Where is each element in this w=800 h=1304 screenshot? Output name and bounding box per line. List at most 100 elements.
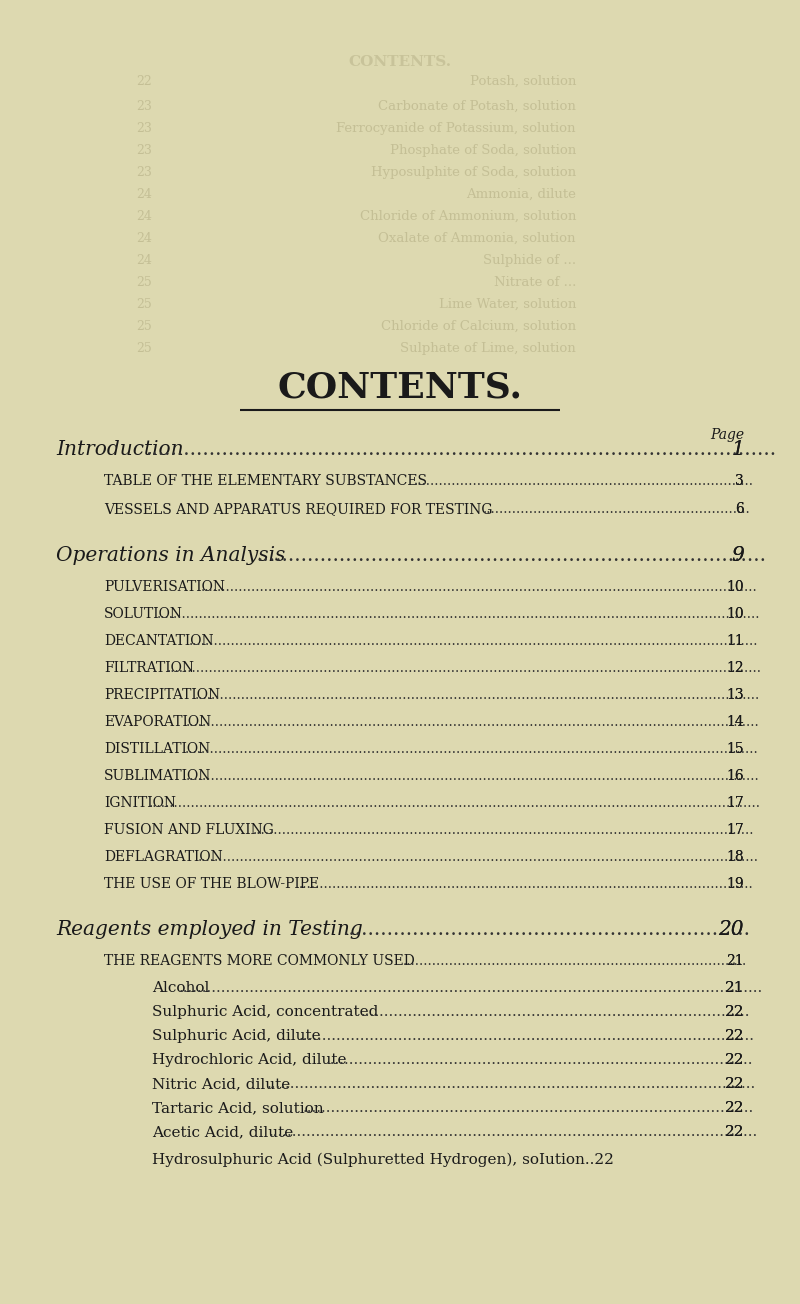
Text: 11: 11 (726, 634, 744, 648)
Text: 22: 22 (725, 1054, 744, 1067)
Text: 9: 9 (731, 546, 744, 565)
Text: 22: 22 (725, 1125, 744, 1138)
Text: 23: 23 (136, 100, 152, 113)
Text: Nitrate of ...: Nitrate of ... (494, 276, 576, 289)
Text: Alcohol: Alcohol (152, 981, 210, 995)
Text: 16: 16 (726, 769, 744, 782)
Text: 24: 24 (136, 210, 152, 223)
Text: 12: 12 (726, 661, 744, 675)
Text: Hydrochloric Acid, dilute: Hydrochloric Acid, dilute (152, 1054, 346, 1067)
Text: ................................................................................: ........................................… (179, 981, 763, 995)
Text: 13: 13 (726, 689, 744, 702)
Text: 22: 22 (725, 1101, 744, 1115)
Text: 22: 22 (725, 1029, 744, 1043)
Text: 22: 22 (725, 1005, 744, 1018)
Text: PULVERISATION: PULVERISATION (104, 580, 225, 595)
Text: 22: 22 (725, 1054, 744, 1067)
Text: TABLE OF THE ELEMENTARY SUBSTANCES: TABLE OF THE ELEMENTARY SUBSTANCES (104, 473, 427, 488)
Text: 19: 19 (726, 878, 744, 891)
Text: 15: 15 (726, 742, 744, 756)
Text: 25: 25 (136, 342, 152, 355)
Text: 24: 24 (136, 254, 152, 267)
Text: ................................................................................: ........................................… (166, 661, 762, 675)
Text: Page: Page (710, 428, 744, 442)
Text: CONTENTS.: CONTENTS. (349, 55, 451, 69)
Text: 17: 17 (726, 823, 744, 837)
Text: Phosphate of Soda, solution: Phosphate of Soda, solution (390, 143, 576, 156)
Text: 12: 12 (726, 661, 744, 675)
Text: IGNITION: IGNITION (104, 795, 176, 810)
Text: 3: 3 (735, 473, 744, 488)
Text: ................................................................................: ........................................… (145, 439, 776, 459)
Text: 25: 25 (136, 319, 152, 333)
Text: 23: 23 (136, 166, 152, 179)
Text: THE USE OF THE BLOW-PIPE: THE USE OF THE BLOW-PIPE (104, 878, 319, 891)
Text: FILTRATION: FILTRATION (104, 661, 194, 675)
Text: ...............................................................: ........................................… (482, 502, 750, 516)
Text: 10: 10 (726, 606, 744, 621)
Text: 20: 20 (718, 921, 744, 939)
Text: 22: 22 (725, 1077, 744, 1091)
Text: 18: 18 (726, 850, 744, 865)
Text: ................................................................................: ........................................… (299, 878, 754, 891)
Text: 22: 22 (725, 1005, 744, 1018)
Text: Chloride of Ammonium, solution: Chloride of Ammonium, solution (360, 210, 576, 223)
Text: Acetic Acid, dilute: Acetic Acid, dilute (152, 1125, 294, 1138)
Text: 1: 1 (731, 439, 744, 459)
Text: 23: 23 (136, 123, 152, 136)
Text: ................................................................................: ........................................… (414, 473, 754, 488)
Text: Hydrosulphuric Acid (Sulphuretted Hydrogen), soIution..22: Hydrosulphuric Acid (Sulphuretted Hydrog… (152, 1153, 614, 1167)
Text: 23: 23 (136, 143, 152, 156)
Text: Reagents employed in Testing: Reagents employed in Testing (56, 921, 362, 939)
Text: Sulphuric Acid, dilute: Sulphuric Acid, dilute (152, 1029, 321, 1043)
Text: 19: 19 (726, 878, 744, 891)
Text: 3: 3 (735, 473, 744, 488)
Text: EVAPORATION: EVAPORATION (104, 715, 211, 729)
Text: 13: 13 (726, 689, 744, 702)
Text: 15: 15 (726, 742, 744, 756)
Text: Ferrocyanide of Potassium, solution: Ferrocyanide of Potassium, solution (337, 123, 576, 136)
Text: 6: 6 (735, 502, 744, 516)
Text: ................................................................................: ........................................… (186, 742, 759, 756)
Text: ................................................................................: ........................................… (298, 1029, 754, 1043)
Text: 1: 1 (731, 439, 744, 459)
Text: SOLUTION: SOLUTION (104, 606, 183, 621)
Text: 21: 21 (726, 955, 744, 968)
Text: 17: 17 (726, 795, 744, 810)
Text: ................................................................................: ........................................… (253, 823, 754, 837)
Text: 22: 22 (725, 1029, 744, 1043)
Text: 18: 18 (726, 850, 744, 865)
Text: FUSION AND FLUXING: FUSION AND FLUXING (104, 823, 274, 837)
Text: Oxalate of Ammonia, solution: Oxalate of Ammonia, solution (378, 232, 576, 245)
Text: 14: 14 (726, 715, 744, 729)
Text: 17: 17 (726, 795, 744, 810)
Text: 21: 21 (726, 955, 744, 968)
Text: ................................................................: ........................................… (342, 921, 750, 939)
Text: ................................................................................: ........................................… (402, 955, 746, 968)
Text: Sulphuric Acid, concentrated: Sulphuric Acid, concentrated (152, 1005, 378, 1018)
Text: 22: 22 (136, 76, 152, 87)
Text: Hyposulphite of Soda, solution: Hyposulphite of Soda, solution (371, 166, 576, 179)
Text: CONTENTS.: CONTENTS. (278, 370, 522, 404)
Text: 9: 9 (731, 546, 744, 565)
Text: 20: 20 (718, 921, 744, 939)
Text: ................................................................................: ........................................… (149, 795, 761, 810)
Text: 10: 10 (726, 580, 744, 595)
Text: ................................................................................: ........................................… (157, 606, 760, 621)
Text: 17: 17 (726, 823, 744, 837)
Text: 22: 22 (725, 1101, 744, 1115)
Text: 21: 21 (725, 981, 744, 995)
Text: ................................................................................: ........................................… (198, 850, 759, 865)
Text: ................................................................................: ........................................… (256, 546, 766, 565)
Text: ................................................................................: ........................................… (189, 634, 758, 648)
Text: DISTILLATION: DISTILLATION (104, 742, 210, 756)
Text: Lime Water, solution: Lime Water, solution (438, 299, 576, 310)
Text: DEFLAGRATION: DEFLAGRATION (104, 850, 222, 865)
Text: Introduction: Introduction (56, 439, 184, 459)
Text: Nitric Acid, dilute: Nitric Acid, dilute (152, 1077, 290, 1091)
Text: THE REAGENTS MORE COMMONLY USED: THE REAGENTS MORE COMMONLY USED (104, 955, 414, 968)
Text: 25: 25 (136, 299, 152, 310)
Text: 22: 22 (725, 1077, 744, 1091)
Text: ................................................................................: ........................................… (361, 1005, 750, 1018)
Text: ................................................................................: ........................................… (302, 1101, 754, 1115)
